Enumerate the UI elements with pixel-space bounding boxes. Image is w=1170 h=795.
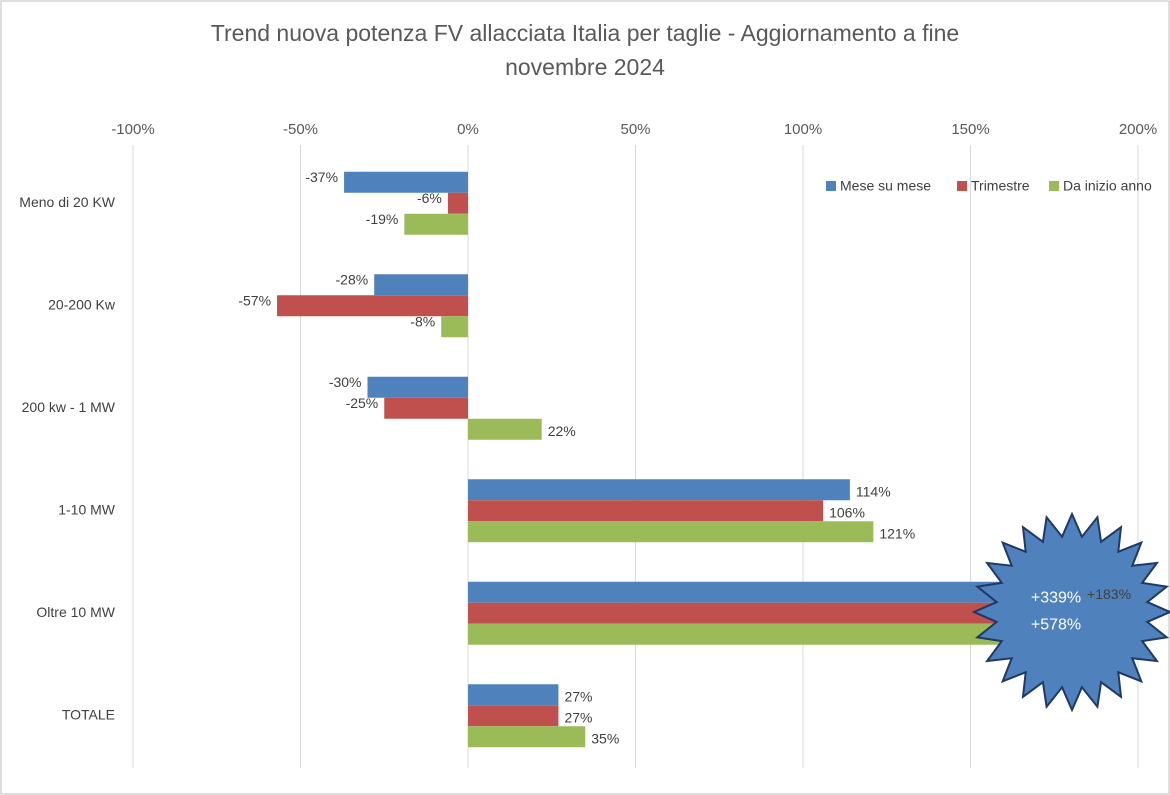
bar — [277, 295, 468, 317]
bar — [447, 192, 468, 214]
data-label: -30% — [329, 374, 362, 390]
legend-label: Trimestre — [971, 178, 1030, 194]
legend-label: Da inizio anno — [1063, 178, 1152, 194]
data-label: 121% — [879, 525, 915, 541]
data-label: 22% — [548, 423, 576, 439]
legend-label: Mese su mese — [840, 178, 931, 194]
bar — [468, 623, 1138, 645]
legend-swatch — [1049, 181, 1059, 191]
bar — [468, 479, 850, 501]
y-tick-label: 20-200 Kw — [48, 296, 116, 312]
data-label: +183% — [1087, 586, 1131, 602]
data-label: -8% — [410, 313, 435, 329]
x-tick-label: 200% — [1119, 121, 1157, 138]
bar — [374, 274, 468, 296]
bar — [468, 602, 1138, 624]
x-tick-label: 100% — [784, 121, 822, 138]
data-label: 35% — [591, 730, 619, 746]
y-tick-label: Meno di 20 KW — [19, 194, 115, 210]
bar — [468, 726, 586, 748]
data-label: 114% — [856, 483, 891, 499]
bar — [468, 705, 559, 727]
bar — [441, 316, 468, 338]
legend-swatch — [957, 181, 967, 191]
x-tick-label: -100% — [111, 121, 154, 138]
annotation-label: +339% — [1031, 590, 1081, 607]
annotation-burst — [971, 511, 1170, 713]
legend-swatch — [826, 181, 836, 191]
data-label: -37% — [305, 169, 338, 185]
y-tick-label: Oltre 10 MW — [36, 604, 115, 620]
bar — [367, 376, 468, 398]
data-label: 27% — [564, 709, 592, 725]
data-label: 27% — [564, 688, 592, 704]
data-label: -25% — [346, 395, 379, 411]
data-label: -19% — [366, 211, 399, 227]
bar — [468, 521, 874, 543]
x-tick-label: -50% — [283, 121, 318, 138]
bar — [468, 500, 824, 522]
bar — [344, 171, 468, 193]
data-label: -28% — [336, 271, 369, 287]
data-label: -6% — [417, 190, 442, 206]
bar — [468, 418, 542, 440]
bar — [384, 397, 468, 419]
x-tick-label: 0% — [457, 121, 479, 138]
data-label: 106% — [829, 504, 865, 520]
bar — [468, 581, 1082, 603]
bar — [404, 213, 468, 235]
bar — [468, 684, 559, 706]
y-tick-label: 200 kw - 1 MW — [22, 399, 116, 415]
y-tick-label: 1-10 MW — [58, 501, 116, 517]
data-label: -57% — [238, 292, 271, 308]
x-tick-label: 150% — [951, 121, 989, 138]
chart-title: Trend nuova potenza FV allacciata Italia… — [211, 20, 959, 80]
x-tick-label: 50% — [620, 121, 650, 138]
y-tick-label: TOTALE — [62, 706, 115, 722]
annotation-label: +578% — [1031, 617, 1081, 634]
